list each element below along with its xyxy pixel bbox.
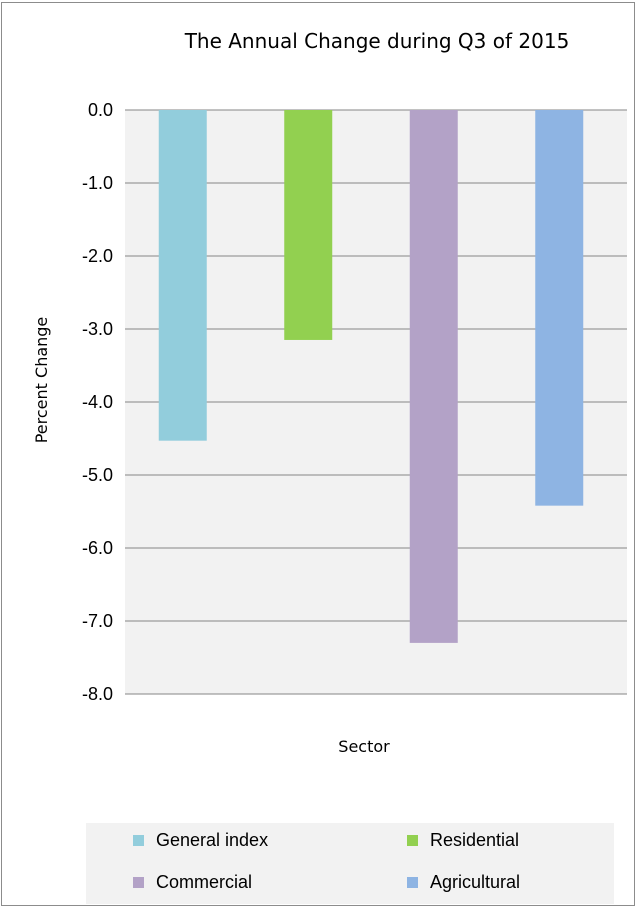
legend-items: General index Residential Commercial Agricu… — [133, 830, 520, 892]
legend-label: General index — [156, 830, 268, 850]
bar-residential — [284, 110, 333, 340]
y-tick-label: 0.0 — [88, 100, 113, 120]
legend-label: Residential — [430, 830, 519, 850]
legend — [86, 823, 614, 904]
chart-title: The Annual Change during Q3 of 2015 — [184, 29, 570, 53]
y-tick-label: -3.0 — [82, 319, 113, 339]
bar-general-index — [158, 110, 207, 441]
y-axis-tick-labels: 0.0 -1.0 -2.0 -3.0 -4.0 -5.0 -6.0 -7.0 -8.0 — [82, 100, 113, 704]
y-tick-label: -2.0 — [82, 246, 113, 266]
y-tick-label: -7.0 — [82, 611, 113, 631]
legend-swatch — [133, 835, 144, 846]
y-tick-label: -8.0 — [82, 684, 113, 704]
legend-label: Commercial — [156, 872, 252, 892]
bars — [158, 110, 584, 643]
x-axis-label: Sector — [338, 737, 390, 756]
y-tick-label: -5.0 — [82, 465, 113, 485]
bar-agricultural — [535, 110, 584, 506]
y-tick-label: -1.0 — [82, 173, 113, 193]
y-tick-label: -6.0 — [82, 538, 113, 558]
legend-label: Agricultural — [430, 872, 520, 892]
y-axis-label: Percent Change — [32, 317, 51, 444]
bar-commercial — [409, 110, 458, 643]
y-tick-label: -4.0 — [82, 392, 113, 412]
legend-swatch — [133, 877, 144, 888]
legend-swatch — [407, 877, 418, 888]
legend-swatch — [407, 835, 418, 846]
